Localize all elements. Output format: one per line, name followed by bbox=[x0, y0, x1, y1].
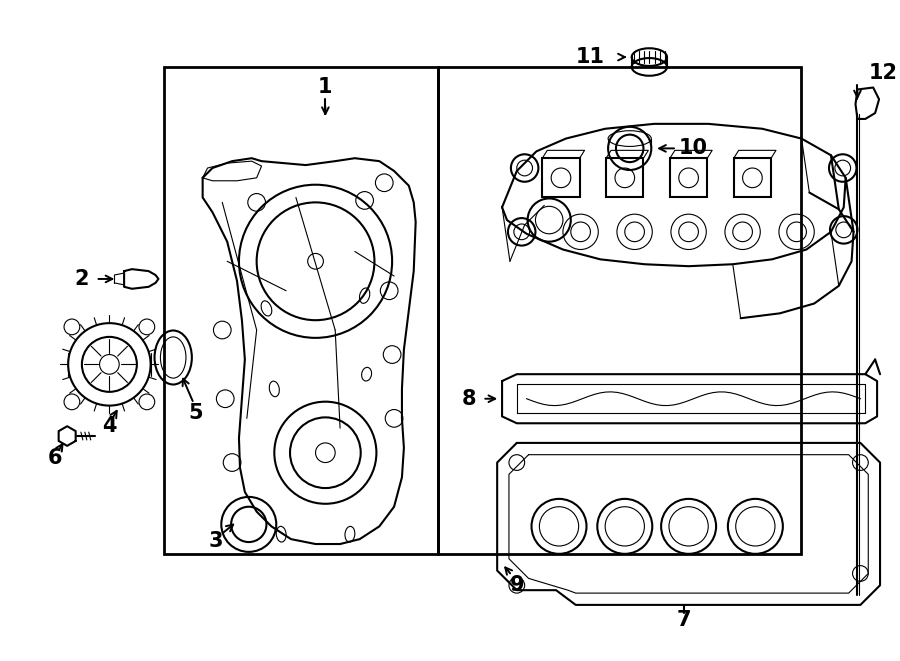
Text: 1: 1 bbox=[318, 77, 333, 97]
Text: 9: 9 bbox=[509, 575, 524, 596]
Text: 7: 7 bbox=[677, 609, 691, 630]
Bar bbox=[734, 158, 771, 198]
Text: 3: 3 bbox=[208, 531, 222, 551]
Text: 11: 11 bbox=[576, 47, 605, 67]
Text: 5: 5 bbox=[188, 403, 203, 424]
Text: 4: 4 bbox=[102, 416, 117, 436]
Bar bbox=[670, 158, 707, 198]
Bar bbox=[438, 67, 800, 554]
Text: 8: 8 bbox=[462, 389, 476, 408]
Text: 12: 12 bbox=[868, 63, 897, 83]
Text: 10: 10 bbox=[679, 138, 707, 159]
Bar bbox=[606, 158, 644, 198]
Text: 2: 2 bbox=[75, 269, 89, 289]
Bar bbox=[543, 158, 580, 198]
Bar bbox=[165, 67, 438, 554]
Text: 6: 6 bbox=[48, 447, 63, 467]
